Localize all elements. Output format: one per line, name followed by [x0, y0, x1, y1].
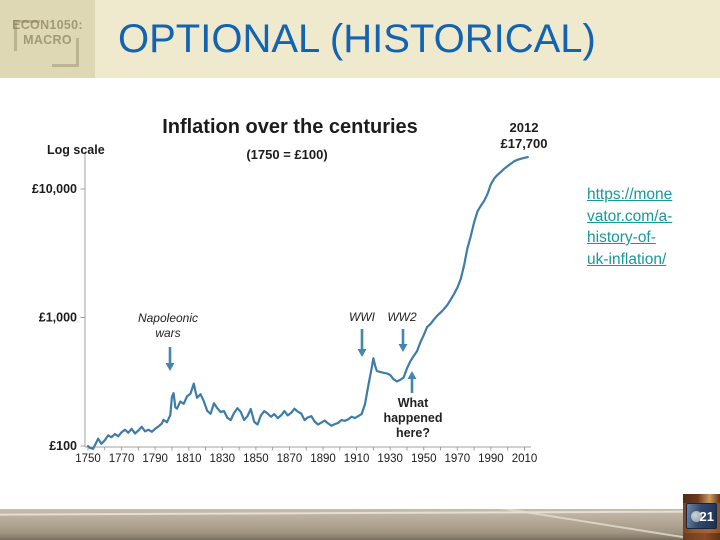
corner-photo: 21 — [683, 494, 720, 540]
svg-text:Napoleonic: Napoleonic — [138, 311, 198, 325]
source-link-line[interactable]: history-of- — [587, 229, 656, 246]
floor-groove-line — [456, 509, 694, 540]
svg-text:Log scale: Log scale — [47, 143, 105, 157]
svg-text:£17,700: £17,700 — [501, 136, 548, 151]
svg-text:happened: happened — [383, 411, 442, 425]
svg-text:1890: 1890 — [310, 453, 336, 465]
slide-header: ECON1050: MACRO OPTIONAL (HISTORICAL) — [0, 0, 720, 78]
svg-text:1970: 1970 — [445, 453, 471, 465]
svg-text:1870: 1870 — [277, 453, 303, 465]
svg-text:£100: £100 — [49, 439, 77, 453]
course-name: MACRO — [23, 33, 72, 47]
svg-text:2010: 2010 — [512, 453, 538, 465]
svg-text:£1,000: £1,000 — [39, 311, 77, 325]
floor-photo-strip — [0, 509, 720, 540]
inflation-chart-svg: £100 £1,000 £10,000 1750 1770 1790 1810 1830 185… — [32, 116, 548, 465]
svg-text:WW2: WW2 — [387, 310, 417, 324]
svg-text:1750: 1750 — [75, 453, 101, 465]
svg-text:What: What — [398, 396, 429, 410]
svg-text:Inflation over the centuries: Inflation over the centuries — [162, 116, 418, 138]
floor-groove-line — [0, 510, 720, 516]
svg-text:1930: 1930 — [377, 453, 403, 465]
svg-text:here?: here? — [396, 426, 430, 440]
svg-text:1910: 1910 — [344, 453, 370, 465]
svg-text:1950: 1950 — [411, 453, 437, 465]
badge-dot-icon — [691, 511, 702, 522]
course-code: ECON1050: — [12, 18, 83, 32]
svg-text:(1750 = £100): (1750 = £100) — [246, 147, 327, 162]
source-link[interactable]: https://mone vator.com/a- history-of- uk… — [587, 184, 707, 270]
logo-bracket-top-left-icon — [14, 20, 40, 51]
svg-text:£10,000: £10,000 — [32, 182, 77, 196]
svg-text:2012: 2012 — [510, 120, 539, 135]
svg-text:1770: 1770 — [109, 453, 135, 465]
inflation-chart-image: £100 £1,000 £10,000 1750 1770 1790 1810 1830 185… — [25, 95, 555, 475]
course-logo-text: ECON1050: MACRO — [0, 18, 95, 48]
svg-text:1990: 1990 — [478, 453, 504, 465]
page-number-badge: 21 — [686, 503, 717, 529]
svg-text:1850: 1850 — [243, 453, 269, 465]
source-link-line[interactable]: uk-inflation/ — [587, 250, 667, 268]
svg-text:1830: 1830 — [210, 453, 236, 465]
source-link-line[interactable]: https://mone — [587, 186, 673, 203]
logo-bracket-bottom-right-icon — [52, 38, 79, 67]
slide-title: OPTIONAL (HISTORICAL) — [118, 17, 596, 61]
page-number: 21 — [699, 509, 714, 524]
svg-text:1810: 1810 — [176, 453, 202, 465]
svg-text:WWI: WWI — [349, 310, 376, 324]
svg-text:1790: 1790 — [142, 453, 168, 465]
svg-text:wars: wars — [155, 326, 180, 340]
course-logo: ECON1050: MACRO — [0, 0, 95, 78]
source-link-line[interactable]: vator.com/a- — [587, 207, 673, 225]
